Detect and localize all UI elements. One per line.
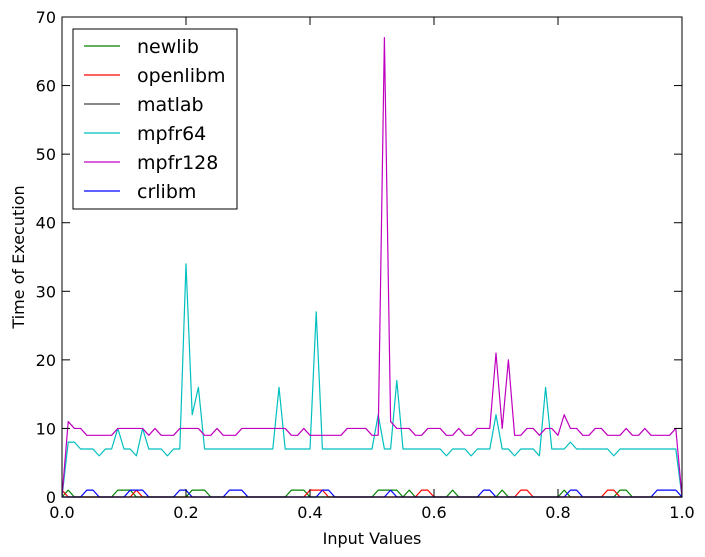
y-tick-label: 60: [36, 77, 56, 96]
legend-label-mpfr128: mpfr128: [137, 152, 218, 174]
y-tick-label: 40: [36, 214, 56, 233]
plot-area-frame: [61, 16, 683, 498]
y-tick-label: 10: [36, 419, 56, 438]
x-axis-title: Input Values: [323, 529, 422, 548]
y-tick-label: 70: [36, 8, 56, 27]
series-line-openlibm: [61, 489, 682, 498]
legend: newlib openlibm matlab mpfr64 mpfr128 crlibm: [72, 28, 238, 210]
x-tick-label: 0.6: [421, 503, 446, 522]
y-tick-label: 0: [46, 488, 56, 507]
x-tick-label: 0.2: [173, 503, 198, 522]
y-tick-label: 50: [36, 145, 56, 164]
series-line-crlibm: [62, 489, 683, 498]
series-line-mpfr128: [61, 36, 683, 498]
x-tick-label: 0.4: [297, 503, 322, 522]
x-tick-label: 0.0: [49, 503, 74, 522]
legend-label-openlibm: openlibm: [137, 65, 226, 87]
y-tick-label: 20: [36, 351, 56, 370]
x-tick-label: 1.0: [669, 503, 694, 522]
x-tick-label: 0.8: [545, 503, 570, 522]
series-line-newlib: [61, 489, 682, 498]
legend-box: [72, 28, 238, 210]
series-line-mpfr64: [61, 263, 683, 498]
x-axis: 0.0 0.2 0.4 0.6 0.8 1.0: [49, 17, 695, 522]
y-axis-title: Time of Execution: [9, 185, 28, 329]
y-tick-label: 30: [36, 282, 56, 301]
legend-label-mpfr64: mpfr64: [137, 123, 206, 145]
y-axis: 0 10 20 30 40 50 60 70: [36, 8, 682, 507]
legend-label-matlab: matlab: [137, 94, 204, 116]
legend-label-crlibm: crlibm: [137, 181, 196, 203]
legend-label-newlib: newlib: [137, 36, 199, 58]
